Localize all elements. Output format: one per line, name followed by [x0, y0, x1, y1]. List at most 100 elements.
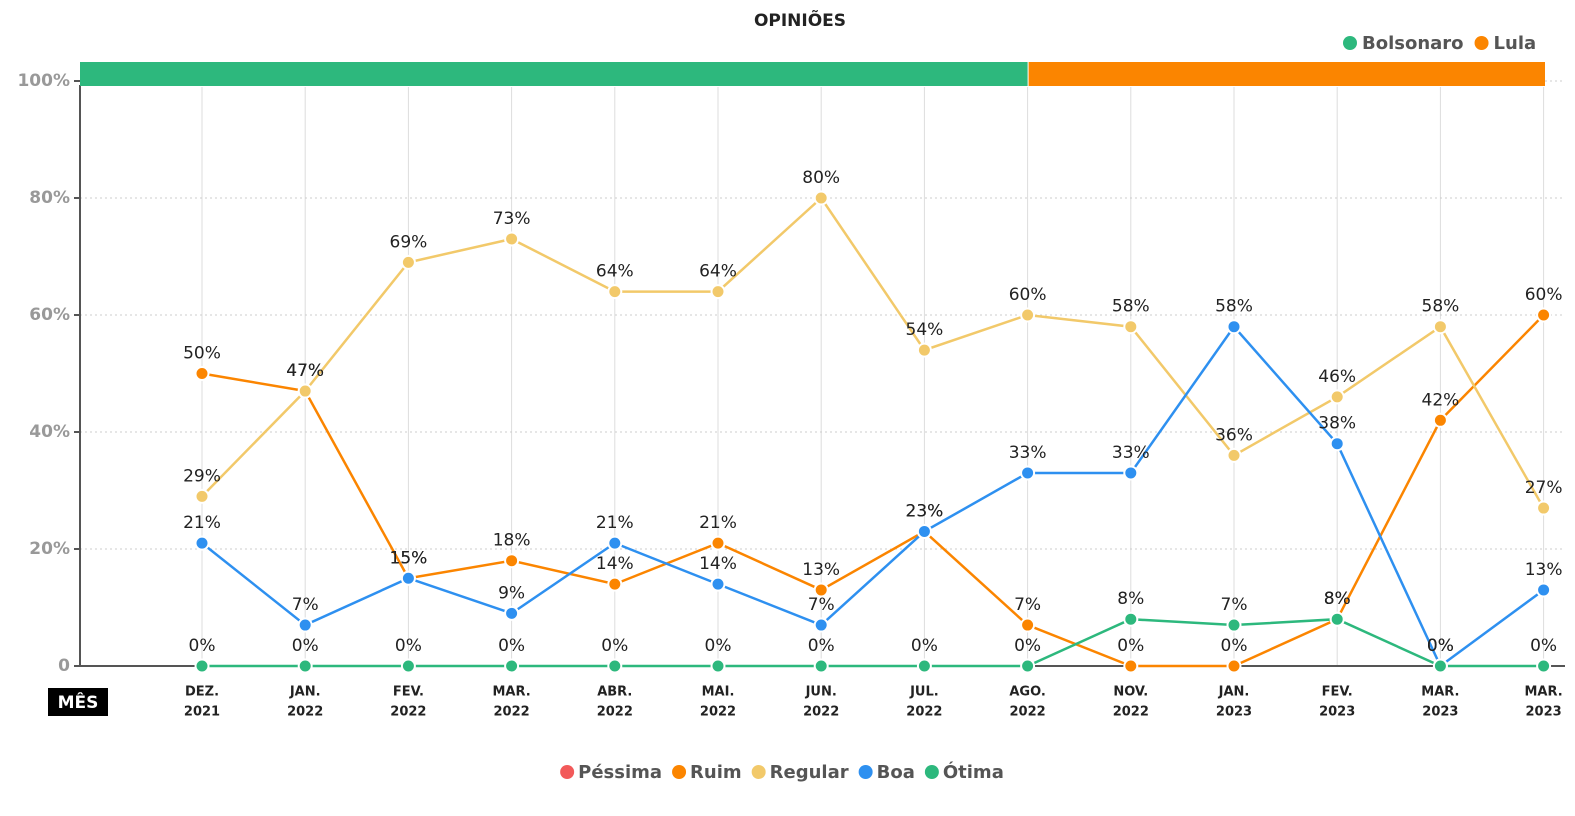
data-label: 18%: [493, 531, 531, 551]
data-point: [1226, 617, 1242, 633]
data-label: 36%: [1215, 425, 1253, 445]
legend-label: Ótima: [943, 761, 1004, 783]
data-label: 0%: [1117, 636, 1144, 656]
data-label: 21%: [183, 513, 221, 533]
data-label: 8%: [1117, 589, 1144, 609]
series-line: [201, 196, 1545, 509]
x-tick-label: AGO.: [1009, 685, 1045, 700]
data-point: [1226, 319, 1242, 335]
data-point: [916, 523, 932, 539]
data-label: 7%: [292, 595, 319, 615]
data-label: 0%: [292, 636, 319, 656]
data-label: 27%: [1525, 478, 1563, 498]
legend-label: Péssima: [578, 762, 662, 783]
data-point: [607, 576, 623, 592]
data-label: 47%: [286, 361, 324, 381]
data-point: [607, 284, 623, 300]
data-point: [1226, 447, 1242, 463]
series-line: [201, 314, 1545, 668]
data-label: 64%: [596, 262, 634, 282]
data-point: [400, 570, 416, 586]
period-band: [80, 62, 1028, 86]
x-tick-label: JUL.: [909, 685, 939, 700]
x-tick-label: JAN.: [1218, 685, 1250, 700]
data-point: [1020, 465, 1036, 481]
data-point: [1536, 658, 1552, 674]
x-axis-label: MÊS: [58, 691, 99, 713]
legend-marker: [751, 765, 766, 779]
data-label: 0%: [601, 636, 628, 656]
data-point: [1123, 611, 1139, 627]
data-label: 64%: [699, 262, 737, 282]
legend-marker: [1343, 36, 1357, 50]
x-tick-label: MAR.: [1525, 685, 1563, 700]
data-label: 0%: [189, 636, 216, 656]
data-label: 7%: [808, 595, 835, 615]
x-tick-label: 2022: [1010, 705, 1046, 720]
data-point: [607, 658, 623, 674]
data-label: 0%: [808, 636, 835, 656]
x-tick-label: MAR.: [493, 685, 531, 700]
period-band: [1028, 62, 1545, 86]
data-label: 73%: [493, 209, 531, 229]
data-point: [297, 383, 313, 399]
data-point: [1329, 611, 1345, 627]
data-label: 38%: [1318, 414, 1356, 434]
x-tick-label: 2022: [494, 705, 530, 720]
data-point: [1329, 436, 1345, 452]
data-point: [1020, 658, 1036, 674]
data-point: [194, 658, 210, 674]
x-tick-label: FEV.: [393, 685, 424, 700]
data-label: 0%: [1530, 636, 1557, 656]
data-point: [1432, 658, 1448, 674]
legend-label: Lula: [1494, 33, 1537, 54]
y-tick-label: 80%: [29, 188, 70, 208]
series-line: [201, 324, 1545, 668]
legend-marker: [924, 765, 939, 779]
data-label: 0%: [1427, 636, 1454, 656]
data-point: [710, 284, 726, 300]
data-point: [504, 231, 520, 247]
x-label-box: [48, 688, 108, 716]
data-label: 14%: [699, 554, 737, 574]
x-tick-label: NOV.: [1113, 685, 1148, 700]
y-tick-label: 20%: [29, 539, 70, 559]
legend-marker: [1474, 36, 1489, 50]
x-tick-label: 2022: [597, 705, 633, 720]
data-label: 0%: [911, 636, 938, 656]
legend-label: Ruim: [690, 762, 742, 783]
data-point: [1536, 307, 1552, 323]
data-label: 7%: [1014, 595, 1041, 615]
data-point: [1123, 658, 1139, 674]
data-label: 23%: [906, 501, 944, 521]
data-label: 8%: [1324, 589, 1351, 609]
data-point: [813, 617, 829, 633]
data-label: 60%: [1525, 285, 1563, 305]
legend-label: Regular: [770, 762, 849, 783]
data-label: 80%: [802, 168, 840, 188]
data-point: [504, 658, 520, 674]
data-label: 33%: [1112, 443, 1150, 463]
data-label: 13%: [1525, 560, 1563, 580]
data-point: [710, 576, 726, 592]
x-tick-label: 2022: [700, 705, 736, 720]
x-tick-label: JUN.: [805, 685, 837, 700]
data-label: 0%: [1221, 636, 1248, 656]
data-label: 9%: [498, 583, 525, 603]
data-label: 58%: [1422, 297, 1460, 317]
legend-label: Boa: [877, 762, 915, 783]
data-point: [1536, 582, 1552, 598]
data-label: 0%: [1427, 636, 1454, 656]
data-point: [1536, 500, 1552, 516]
legend-marker: [560, 765, 575, 779]
data-point: [813, 190, 829, 206]
x-tick-label: 2023: [1319, 705, 1355, 720]
data-point: [400, 658, 416, 674]
data-label: 15%: [390, 548, 428, 568]
y-tick-label: 100%: [17, 71, 70, 91]
x-tick-label: FEV.: [1322, 685, 1353, 700]
data-label: 0%: [498, 636, 525, 656]
data-label: 14%: [596, 554, 634, 574]
data-point: [194, 488, 210, 504]
x-tick-label: 2023: [1526, 705, 1562, 720]
